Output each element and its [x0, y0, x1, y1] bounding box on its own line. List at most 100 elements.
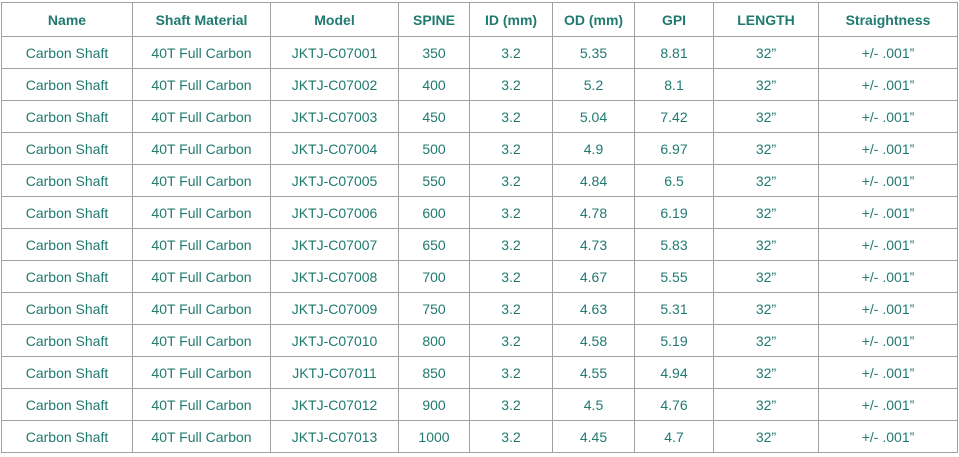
table-row: Carbon Shaft 40T Full Carbon JKTJ-C07012 90…: [1, 388, 958, 421]
table-cell: 4.45: [552, 420, 635, 453]
table-cell: 40T Full Carbon: [132, 68, 271, 101]
table-cell: 4.67: [552, 260, 635, 293]
table-cell: Carbon Shaft: [1, 228, 133, 261]
table-cell: 32”: [713, 164, 819, 197]
table-cell: 40T Full Carbon: [132, 388, 271, 421]
table-row: Carbon Shaft 40T Full Carbon JKTJ-C07005 55…: [1, 164, 958, 197]
table-cell: 32”: [713, 100, 819, 133]
table-row: Carbon Shaft 40T Full Carbon JKTJ-C07002 40…: [1, 68, 958, 101]
table-cell: 40T Full Carbon: [132, 356, 271, 389]
table-cell: 40T Full Carbon: [132, 196, 271, 229]
table-cell: 32”: [713, 388, 819, 421]
table-row: Carbon Shaft 40T Full Carbon JKTJ-C07004 50…: [1, 132, 958, 165]
table-cell: JKTJ-C07003: [270, 100, 399, 133]
table-cell: 4.9: [552, 132, 635, 165]
table-cell: 700: [398, 260, 470, 293]
table-cell: +/- .001”: [818, 68, 958, 101]
table-cell: 3.2: [469, 356, 553, 389]
table-cell: 40T Full Carbon: [132, 324, 271, 357]
table-cell: 3.2: [469, 260, 553, 293]
table-cell: Carbon Shaft: [1, 100, 133, 133]
table-cell: 3.2: [469, 228, 553, 261]
table-cell: 4.63: [552, 292, 635, 325]
table-cell: JKTJ-C07001: [270, 36, 399, 69]
table-cell: +/- .001”: [818, 36, 958, 69]
table-cell: Carbon Shaft: [1, 324, 133, 357]
table-cell: 5.55: [634, 260, 714, 293]
table-cell: 6.97: [634, 132, 714, 165]
table-cell: 350: [398, 36, 470, 69]
header-cell: Name: [1, 2, 133, 37]
table-cell: 32”: [713, 36, 819, 69]
table-cell: 4.94: [634, 356, 714, 389]
header-row: Name Shaft Material Model SPINE ID (mm) OD (m…: [1, 2, 958, 37]
table-row: Carbon Shaft 40T Full Carbon JKTJ-C07011 85…: [1, 356, 958, 389]
table-cell: 32”: [713, 324, 819, 357]
header-cell: Model: [270, 2, 399, 37]
table-cell: 900: [398, 388, 470, 421]
header-cell: Straightness: [818, 2, 958, 37]
table-cell: 32”: [713, 228, 819, 261]
table-cell: 4.73: [552, 228, 635, 261]
table-cell: 5.19: [634, 324, 714, 357]
table-cell: Carbon Shaft: [1, 164, 133, 197]
table-cell: 3.2: [469, 420, 553, 453]
table-cell: 32”: [713, 196, 819, 229]
table-row: Carbon Shaft 40T Full Carbon JKTJ-C07006 60…: [1, 196, 958, 229]
table-cell: +/- .001”: [818, 292, 958, 325]
table-cell: 3.2: [469, 36, 553, 69]
header-cell: Shaft Material: [132, 2, 271, 37]
header-cell: LENGTH: [713, 2, 819, 37]
table-cell: +/- .001”: [818, 260, 958, 293]
table-cell: JKTJ-C07007: [270, 228, 399, 261]
table-cell: 6.19: [634, 196, 714, 229]
table-cell: 32”: [713, 68, 819, 101]
table-cell: 32”: [713, 292, 819, 325]
header-cell: ID (mm): [469, 2, 553, 37]
table-cell: 4.84: [552, 164, 635, 197]
table-cell: 40T Full Carbon: [132, 36, 271, 69]
table-cell: JKTJ-C07008: [270, 260, 399, 293]
table-cell: 450: [398, 100, 470, 133]
table-cell: +/- .001”: [818, 324, 958, 357]
table-cell: 800: [398, 324, 470, 357]
table-cell: 500: [398, 132, 470, 165]
header-cell: GPI: [634, 2, 714, 37]
table-cell: 3.2: [469, 164, 553, 197]
table-cell: 40T Full Carbon: [132, 164, 271, 197]
table-cell: 4.58: [552, 324, 635, 357]
table-cell: 3.2: [469, 388, 553, 421]
table-cell: JKTJ-C07006: [270, 196, 399, 229]
table-cell: 40T Full Carbon: [132, 292, 271, 325]
table-cell: 600: [398, 196, 470, 229]
table-header: Name Shaft Material Model SPINE ID (mm) OD (m…: [1, 2, 958, 37]
table-cell: Carbon Shaft: [1, 36, 133, 69]
table-cell: 3.2: [469, 324, 553, 357]
table-cell: +/- .001”: [818, 388, 958, 421]
table-cell: JKTJ-C07010: [270, 324, 399, 357]
table-cell: 32”: [713, 132, 819, 165]
table-cell: JKTJ-C07004: [270, 132, 399, 165]
table-cell: JKTJ-C07009: [270, 292, 399, 325]
table-cell: +/- .001”: [818, 164, 958, 197]
table-cell: +/- .001”: [818, 100, 958, 133]
table-row: Carbon Shaft 40T Full Carbon JKTJ-C07008 70…: [1, 260, 958, 293]
table-cell: 40T Full Carbon: [132, 420, 271, 453]
table-row: Carbon Shaft 40T Full Carbon JKTJ-C07013 10…: [1, 420, 958, 453]
table-cell: 550: [398, 164, 470, 197]
table-cell: Carbon Shaft: [1, 388, 133, 421]
table-cell: JKTJ-C07011: [270, 356, 399, 389]
table-row: Carbon Shaft 40T Full Carbon JKTJ-C07007 65…: [1, 228, 958, 261]
table-cell: 4.78: [552, 196, 635, 229]
table-cell: 850: [398, 356, 470, 389]
table-cell: 8.81: [634, 36, 714, 69]
table-cell: 1000: [398, 420, 470, 453]
table-cell: 7.42: [634, 100, 714, 133]
table-cell: 40T Full Carbon: [132, 228, 271, 261]
table-row: Carbon Shaft 40T Full Carbon JKTJ-C07001 35…: [1, 36, 958, 69]
table-cell: 4.55: [552, 356, 635, 389]
table-cell: +/- .001”: [818, 228, 958, 261]
table-cell: 5.31: [634, 292, 714, 325]
table-cell: +/- .001”: [818, 356, 958, 389]
